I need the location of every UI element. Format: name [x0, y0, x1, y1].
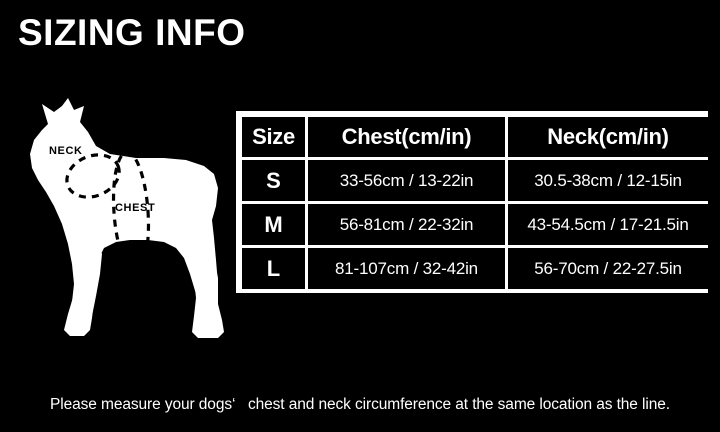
cell-size-l: L — [242, 248, 305, 289]
header-chest: Chest(cm/in) — [308, 117, 505, 157]
chest-label: CHEST — [115, 202, 155, 214]
dog-front-leg-shape — [64, 238, 102, 336]
neck-label: NECK — [49, 145, 83, 157]
page-title: SIZING INFO — [18, 12, 246, 53]
neck-measure-ellipse — [65, 153, 121, 199]
cell-neck-m: 43-54.5cm / 17-21.5in — [508, 204, 708, 245]
size-table: Size Chest(cm/in) Neck(cm/in) S 33-56cm … — [239, 114, 711, 292]
size-table-container: Size Chest(cm/in) Neck(cm/in) S 33-56cm … — [236, 111, 708, 293]
header-size: Size — [242, 117, 305, 157]
cell-neck-s: 30.5-38cm / 12-15in — [508, 160, 708, 201]
table-header-row: Size Chest(cm/in) Neck(cm/in) — [242, 117, 708, 157]
measurement-instruction-note: Please measure your dogs‘ chest and neck… — [50, 396, 670, 413]
cell-neck-l: 56-70cm / 22-27.5in — [508, 248, 708, 289]
cell-size-m: M — [242, 204, 305, 245]
cell-chest-s: 33-56cm / 13-22in — [308, 160, 505, 201]
cell-chest-l: 81-107cm / 32-42in — [308, 248, 505, 289]
cell-size-s: S — [242, 160, 305, 201]
dog-silhouette-shape — [30, 98, 224, 338]
header-neck: Neck(cm/in) — [508, 117, 708, 157]
table-row: L 81-107cm / 32-42in 56-70cm / 22-27.5in — [242, 248, 708, 289]
chest-measure-ellipse — [111, 150, 151, 274]
table-row: M 56-81cm / 22-32in 43-54.5cm / 17-21.5i… — [242, 204, 708, 245]
cell-chest-m: 56-81cm / 22-32in — [308, 204, 505, 245]
dog-rear-leg-shape — [190, 238, 218, 338]
table-row: S 33-56cm / 13-22in 30.5-38cm / 12-15in — [242, 160, 708, 201]
dog-silhouette-figure: NECK CHEST — [18, 88, 238, 356]
